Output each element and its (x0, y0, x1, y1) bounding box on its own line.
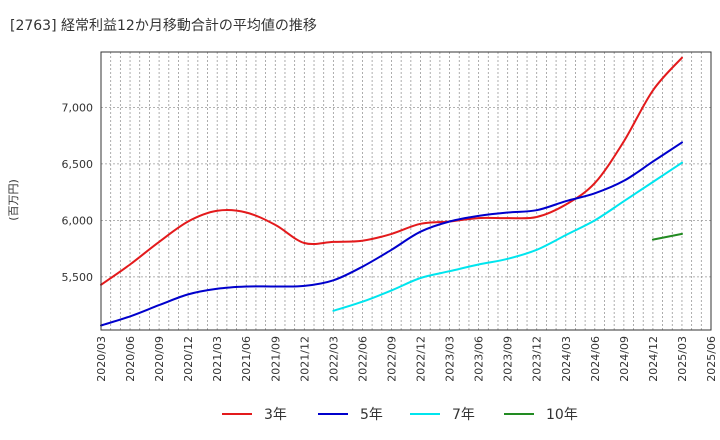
y-tick-label: 7,000 (62, 101, 94, 114)
x-tick-label: 2023/03 (444, 336, 457, 382)
x-tick-label: 2020/06 (124, 336, 137, 382)
series-lines (100, 56, 683, 327)
series-line-2 (100, 141, 683, 327)
x-tick-label: 2024/09 (618, 336, 631, 382)
series-line-1 (100, 56, 683, 286)
x-tick-label: 2022/12 (415, 336, 428, 382)
legend-label: 5年 (360, 407, 383, 423)
legend: 3年 5年 7年 10年 (222, 407, 578, 423)
x-tick-label: 2022/09 (385, 336, 398, 382)
y-tick-label: 6,500 (62, 158, 94, 171)
x-tick-label: 2021/09 (269, 336, 282, 382)
y-axis-ticks: 5,500 6,000 6,500 7,000 (62, 101, 94, 284)
x-tick-label: 2025/03 (676, 336, 689, 382)
series-line-3 (332, 161, 683, 312)
x-tick-label: 2021/12 (298, 336, 311, 382)
series-line-4 (651, 232, 683, 241)
x-tick-label: 2024/12 (647, 336, 660, 382)
x-tick-label: 2023/06 (473, 336, 486, 382)
x-tick-label: 2022/06 (356, 336, 369, 382)
y-tick-label: 5,500 (62, 271, 94, 284)
x-tick-label: 2024/06 (589, 336, 602, 382)
x-tick-label: 2020/03 (95, 336, 108, 382)
x-tick-label: 2024/03 (560, 336, 573, 382)
x-tick-label: 2021/03 (211, 336, 224, 382)
plot-border (100, 51, 712, 331)
y-tick-label: 6,000 (62, 214, 94, 227)
chart-title: [2763] 経常利益12か月移動合計の平均値の推移 (10, 18, 317, 34)
x-axis-ticks: 2020/03 2020/06 2020/09 2020/12 2021/03 2021/… (95, 336, 718, 382)
x-tick-label: 2023/09 (502, 336, 515, 382)
grid (101, 52, 711, 330)
x-tick-label: 2021/06 (240, 336, 253, 382)
legend-label: 7年 (452, 407, 475, 423)
y-axis-label: (百万円) (7, 179, 20, 221)
x-tick-label: 2025/06 (705, 336, 718, 382)
x-tick-label: 2020/12 (182, 336, 195, 382)
x-tick-label: 2023/12 (531, 336, 544, 382)
x-tick-label: 2022/03 (327, 336, 340, 382)
legend-label: 3年 (264, 407, 287, 423)
legend-label: 10年 (546, 407, 578, 423)
x-tick-label: 2020/09 (153, 336, 166, 382)
